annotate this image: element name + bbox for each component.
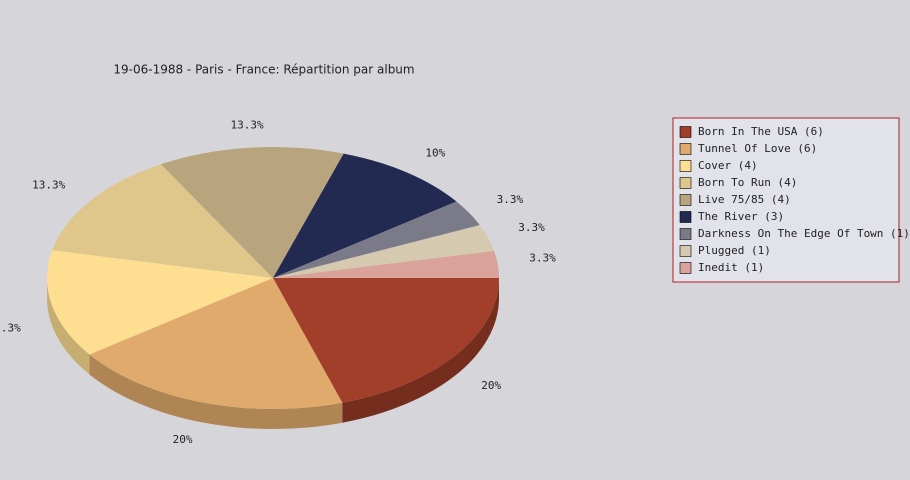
legend-swatch [679,160,692,172]
slice-side [47,278,90,375]
slice [52,164,274,278]
legend-swatch [679,126,692,138]
legend-swatch [679,245,692,257]
chart-title: 19-06-1988 - Paris - France: Répartition… [113,63,414,77]
data-label: 20% [173,433,193,446]
legend-label: The River (3) [698,210,784,223]
legend-swatch [679,211,692,223]
legend-swatch [679,177,692,189]
legend-swatch [679,262,692,274]
legend-label: Born To Run (4) [698,176,797,189]
legend-swatch [679,228,692,240]
legend-label: Darkness On The Edge Of Town (1) [698,227,910,240]
data-label: 13.3% [0,321,21,334]
legend-label: Cover (4) [698,159,758,172]
slice [273,225,495,278]
slice-side [342,278,499,423]
slice [160,147,344,278]
slice [89,278,343,409]
slice [273,201,480,278]
slice-side [89,354,343,429]
data-label: 13.3% [231,118,264,131]
slice [273,153,457,278]
data-label: 20% [481,379,501,392]
legend-label: Plugged (1) [698,244,771,257]
legend-label: Born In The USA (6) [698,125,824,138]
legend-swatch [679,194,692,206]
data-label: 3.3% [529,252,556,265]
data-label: 3.3% [518,221,545,234]
legend-label: Inedit (1) [698,261,764,274]
legend-label: Live 75/85 (4) [698,193,791,206]
data-label: 13.3% [32,179,65,192]
legend-box [672,117,900,283]
legend-swatch [679,143,692,155]
slice [46,250,273,355]
slice [273,250,499,278]
data-label: 3.3% [497,193,524,206]
legend-label: Tunnel Of Love (6) [698,142,817,155]
data-label: 10% [425,147,445,160]
slice [273,278,499,403]
